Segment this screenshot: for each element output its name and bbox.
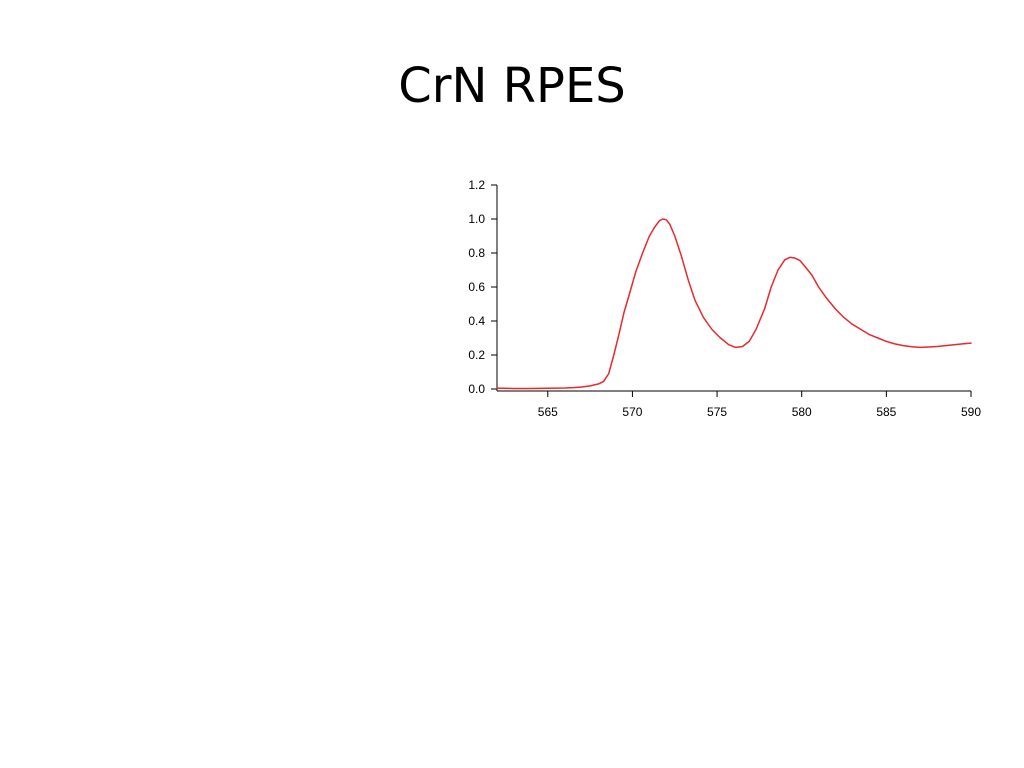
y-tick-label: 0.6 bbox=[468, 280, 485, 294]
x-tick-label: 585 bbox=[876, 405, 896, 419]
y-tick-label: 0.8 bbox=[468, 246, 485, 260]
x-tick-label: 565 bbox=[538, 405, 558, 419]
x-tick-label: 575 bbox=[707, 405, 727, 419]
x-tick-label: 570 bbox=[622, 405, 642, 419]
x-tick-label: 580 bbox=[792, 405, 812, 419]
y-tick-label: 1.0 bbox=[468, 212, 485, 226]
slide-title: CrN RPES bbox=[398, 58, 626, 114]
y-tick-label: 0.0 bbox=[468, 382, 485, 396]
y-tick-label: 0.2 bbox=[468, 348, 485, 362]
series-line bbox=[496, 218, 972, 390]
y-tick-label: 0.4 bbox=[468, 314, 485, 328]
x-tick-label: 590 bbox=[961, 405, 981, 419]
y-tick-label: 1.2 bbox=[468, 178, 485, 192]
